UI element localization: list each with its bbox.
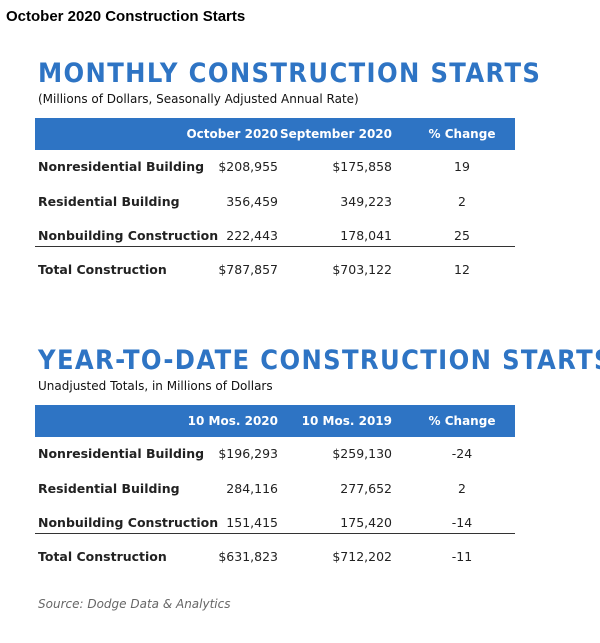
header-bar (35, 118, 515, 150)
table-section: MONTHLY CONSTRUCTION STARTS (Millions of … (0, 58, 600, 308)
table-cell: $787,857 (218, 262, 278, 277)
row-label: Nonbuilding Construction (38, 515, 219, 530)
table-cell: 12 (454, 262, 470, 277)
table-cell: 25 (454, 228, 470, 243)
table-cell: $631,823 (218, 549, 278, 564)
source-note: Source: Dodge Data & Analytics (38, 597, 231, 611)
table-cell: 2 (458, 481, 466, 496)
column-header: % Change (428, 127, 496, 141)
section-heading: YEAR-TO-DATE CONSTRUCTION STARTS (38, 345, 600, 376)
table-cell: 356,459 (226, 194, 278, 209)
row-label: Residential Building (38, 481, 180, 496)
row-label: Total Construction (38, 549, 167, 564)
column-header: 10 Mos. 2020 (187, 414, 278, 428)
table-cell: 151,415 (226, 515, 278, 530)
page-title: October 2020 Construction Starts (6, 8, 246, 25)
section-subtitle: Unadjusted Totals, in Millions of Dollar… (38, 379, 273, 393)
table-cell: 2 (458, 194, 466, 209)
table-cell: $259,130 (332, 446, 392, 461)
table-cell: $175,858 (332, 159, 392, 174)
table-cell: $196,293 (218, 446, 278, 461)
table-cell: 222,443 (226, 228, 278, 243)
table-cell: 277,652 (340, 481, 392, 496)
section-subtitle: (Millions of Dollars, Seasonally Adjuste… (38, 92, 359, 106)
header-bar (35, 405, 515, 437)
column-header: September 2020 (280, 127, 392, 141)
column-header: October 2020 (186, 127, 278, 141)
table-cell: 19 (454, 159, 470, 174)
section-heading: MONTHLY CONSTRUCTION STARTS (38, 58, 542, 89)
table-cell: -11 (451, 549, 473, 564)
row-label: Nonbuilding Construction (38, 228, 219, 243)
column-header: % Change (428, 414, 496, 428)
table-cell: 349,223 (340, 194, 392, 209)
column-header: 10 Mos. 2019 (301, 414, 392, 428)
row-label: Nonresidential Building (38, 159, 205, 174)
table-section: YEAR-TO-DATE CONSTRUCTION STARTS Unadjust… (0, 345, 600, 595)
row-label: Residential Building (38, 194, 180, 209)
row-label: Total Construction (38, 262, 167, 277)
table-cell: $703,122 (332, 262, 392, 277)
table-cell: -24 (451, 446, 473, 461)
row-label: Nonresidential Building (38, 446, 205, 461)
table-cell: $208,955 (218, 159, 278, 174)
table-cell: -14 (451, 515, 473, 530)
total-rule (35, 246, 515, 247)
table-cell: 284,116 (226, 481, 278, 496)
table-cell: $712,202 (332, 549, 392, 564)
total-rule (35, 533, 515, 534)
table-cell: 178,041 (340, 228, 392, 243)
table-cell: 175,420 (340, 515, 392, 530)
